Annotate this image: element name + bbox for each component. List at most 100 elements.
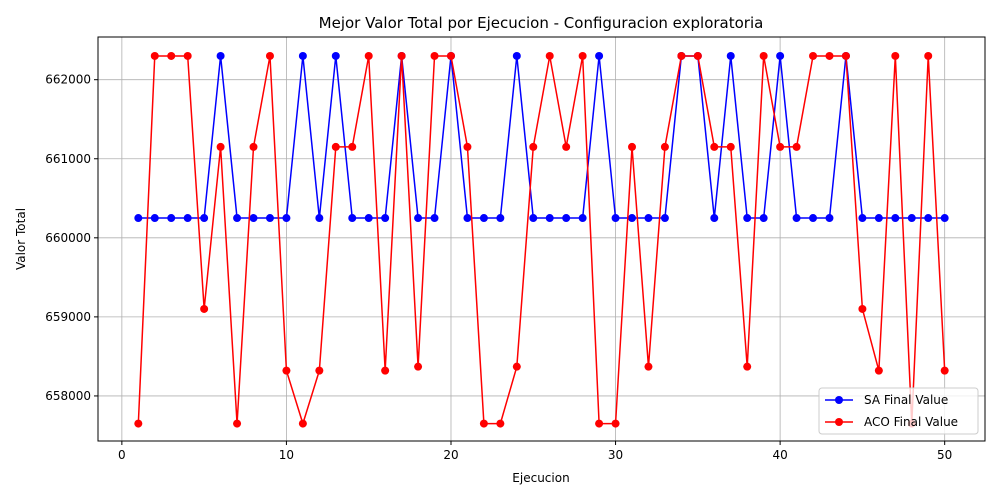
y-tick-label: 660000 (45, 231, 91, 245)
data-point-aco (545, 51, 554, 60)
series-aco (134, 51, 949, 428)
data-point-sa (282, 214, 291, 223)
data-point-aco (578, 51, 587, 60)
data-point-sa (265, 214, 274, 223)
data-point-sa (792, 214, 801, 223)
data-point-aco (512, 362, 521, 371)
data-point-sa (578, 214, 587, 223)
data-point-aco (134, 419, 143, 428)
data-point-sa (940, 214, 949, 223)
data-point-sa (414, 214, 423, 223)
x-tick-label: 50 (937, 448, 952, 462)
data-point-sa (545, 214, 554, 223)
data-point-sa (874, 214, 883, 223)
data-point-aco (644, 362, 653, 371)
data-point-aco (265, 51, 274, 60)
data-point-aco (825, 51, 834, 60)
data-point-sa (364, 214, 373, 223)
data-point-aco (479, 419, 488, 428)
data-point-aco (446, 51, 455, 60)
data-point-aco (183, 51, 192, 60)
data-point-sa (628, 214, 637, 223)
data-point-aco (150, 51, 159, 60)
data-point-aco (743, 362, 752, 371)
legend: SA Final Value ACO Final Value (818, 387, 979, 435)
axis-ticks: 0 10 20 30 40 50 658000 659000 660000 661000 66200… (45, 73, 952, 462)
data-point-sa (726, 51, 735, 60)
data-point-sa (891, 214, 900, 223)
data-point-sa (644, 214, 653, 223)
data-point-aco (216, 142, 225, 151)
data-point-sa (611, 214, 620, 223)
data-point-aco (809, 51, 818, 60)
x-tick-label: 0 (118, 448, 126, 462)
data-point-aco (628, 142, 637, 151)
data-point-sa (315, 214, 324, 223)
data-point-aco (282, 366, 291, 375)
data-point-sa (858, 214, 867, 223)
data-point-aco (233, 419, 242, 428)
data-point-aco (874, 366, 883, 375)
data-point-aco (364, 51, 373, 60)
plot-frame (97, 36, 986, 442)
y-tick-label: 658000 (45, 389, 91, 403)
data-point-aco (414, 362, 423, 371)
data-point-aco (710, 142, 719, 151)
data-point-sa (562, 214, 571, 223)
legend-marker-sa (835, 396, 843, 404)
data-point-sa (183, 214, 192, 223)
data-point-aco (660, 142, 669, 151)
x-tick-label: 10 (279, 448, 294, 462)
data-point-sa (496, 214, 505, 223)
chart-title: Mejor Valor Total por Ejecucion - Config… (319, 14, 764, 32)
data-point-sa (759, 214, 768, 223)
data-point-aco (298, 419, 307, 428)
data-point-sa (331, 51, 340, 60)
data-point-sa (479, 214, 488, 223)
data-point-aco (348, 142, 357, 151)
data-point-aco (331, 142, 340, 151)
data-point-sa (134, 214, 143, 223)
data-point-aco (315, 366, 324, 375)
x-axis-title: Ejecucion (512, 471, 569, 485)
data-point-sa (595, 51, 604, 60)
data-point-aco (924, 51, 933, 60)
data-point-aco (858, 304, 867, 313)
data-point-sa (660, 214, 669, 223)
data-point-sa (907, 214, 916, 223)
data-point-aco (891, 51, 900, 60)
data-point-sa (529, 214, 538, 223)
data-point-sa (512, 51, 521, 60)
data-point-sa (150, 214, 159, 223)
data-point-sa (743, 214, 752, 223)
data-point-aco (249, 142, 258, 151)
data-point-aco (776, 142, 785, 151)
data-point-sa (200, 214, 209, 223)
data-point-aco (759, 51, 768, 60)
series-sa (134, 51, 949, 223)
series-group (134, 51, 949, 428)
data-point-aco (677, 51, 686, 60)
data-point-aco (562, 142, 571, 151)
data-point-sa (809, 214, 818, 223)
data-point-sa (298, 51, 307, 60)
data-point-sa (348, 214, 357, 223)
data-point-sa (710, 214, 719, 223)
data-point-aco (940, 366, 949, 375)
data-point-sa (216, 51, 225, 60)
data-point-aco (693, 51, 702, 60)
data-point-sa (167, 214, 176, 223)
data-point-sa (430, 214, 439, 223)
x-tick-label: 40 (772, 448, 787, 462)
data-point-aco (381, 366, 390, 375)
x-tick-label: 30 (608, 448, 623, 462)
y-tick-label: 661000 (45, 152, 91, 166)
legend-marker-aco (835, 418, 843, 426)
data-point-aco (430, 51, 439, 60)
data-point-aco (529, 142, 538, 151)
data-point-aco (611, 419, 620, 428)
data-point-aco (167, 51, 176, 60)
legend-label-aco: ACO Final Value (864, 415, 958, 429)
data-point-aco (200, 304, 209, 313)
